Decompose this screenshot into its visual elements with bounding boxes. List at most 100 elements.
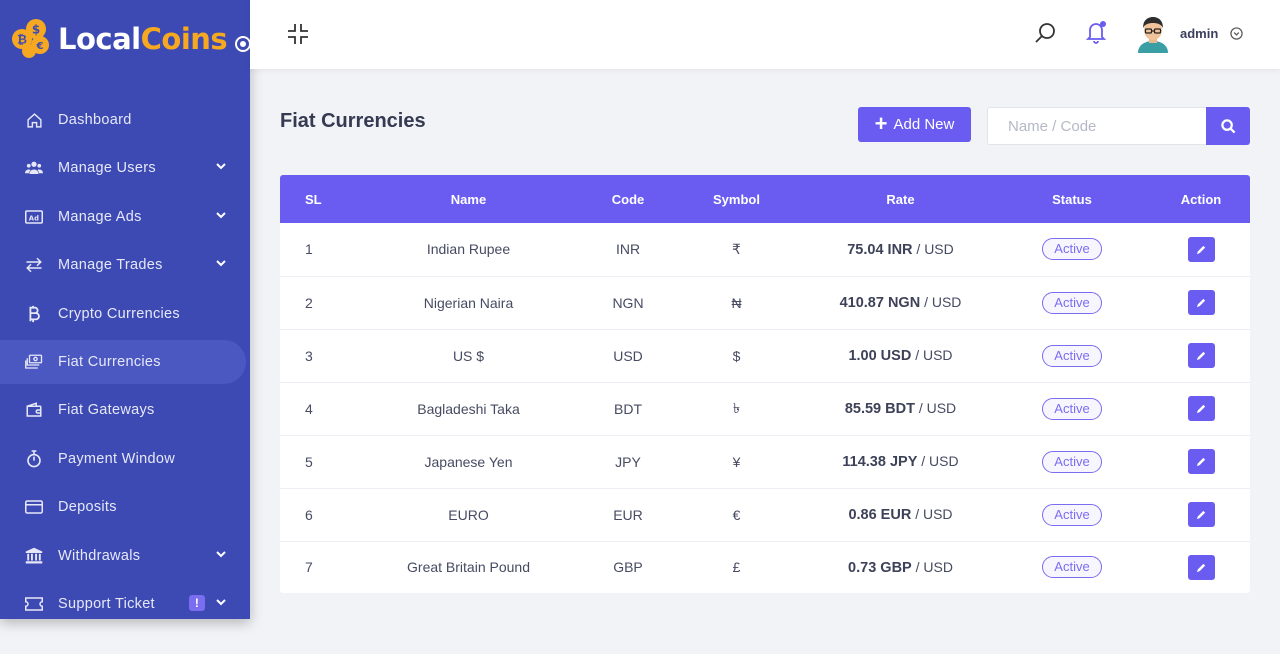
chevron-down-circle-icon[interactable]	[1230, 27, 1243, 40]
sidebar-item-label: Manage Ads	[58, 208, 142, 225]
ad-icon: Ad	[25, 208, 43, 226]
cell-symbol: £	[732, 559, 741, 576]
cell-symbol: €	[664, 488, 809, 542]
cell-status: Active	[992, 435, 1152, 489]
page-title: Fiat Currencies	[280, 110, 426, 132]
edit-button[interactable]	[1187, 554, 1215, 580]
status-badge: Active	[1042, 556, 1102, 579]
edit-button[interactable]	[1187, 343, 1215, 368]
cell-name: Indian Rupee	[345, 223, 592, 277]
cell-status: Active	[992, 382, 1152, 436]
sidebar-item-label: Crypto Currencies	[58, 305, 180, 322]
add-new-button[interactable]: + Add New	[858, 107, 971, 142]
cell-action	[1152, 382, 1250, 436]
cell-action	[1152, 435, 1250, 489]
pencil-icon	[1196, 563, 1205, 572]
cell-name: Great Britain Pound	[407, 559, 530, 576]
sidebar-item-label: Fiat Currencies	[58, 353, 161, 370]
cell-action	[1152, 329, 1250, 383]
coins-logo-icon: ₿ $ €	[12, 19, 49, 58]
search-button[interactable]	[1206, 107, 1250, 145]
sidebar-item-crypto-currencies[interactable]: Crypto Currencies	[0, 292, 250, 336]
sidebar-item-fiat-gateways[interactable]: Fiat Gateways	[0, 388, 250, 432]
table-row: 2 Nigerian Naira NGN ₦ 410.87 NGN / USD …	[280, 276, 1250, 330]
status-badge: Active	[1042, 291, 1102, 314]
cell-code: INR	[592, 223, 664, 277]
sidebar-item-withdrawals[interactable]: Withdrawals	[0, 534, 250, 578]
sidebar: ₿ $ € LocalCoins Dashboard Manage Users …	[0, 0, 250, 619]
cell-code: EUR	[592, 488, 664, 542]
rate-unit: / USD	[920, 294, 962, 310]
wallet-icon	[25, 401, 43, 419]
cell-action	[1152, 223, 1250, 277]
sidebar-item-fiat-currencies[interactable]: Fiat Currencies	[0, 339, 246, 384]
user-name[interactable]: admin	[1180, 26, 1219, 41]
bell-icon[interactable]	[1086, 20, 1108, 44]
rate-value: 0.86 EUR	[848, 507, 912, 523]
rate-value: 410.87 NGN	[839, 295, 921, 311]
cell-symbol: ₦	[664, 276, 809, 330]
svg-text:₿: ₿	[17, 33, 27, 47]
table-row: 3 US $ USD $ 1.00 USD / USD Active	[280, 329, 1250, 383]
sidebar-item-support-ticket[interactable]: Support Ticket !	[0, 582, 250, 619]
sidebar-item-label: Manage Users	[58, 160, 156, 177]
table-row: 5 Japanese Yen JPY ¥ 114.38 JPY / USD Ac…	[280, 435, 1250, 489]
column-header-code: Code	[611, 191, 645, 207]
rate-value: 0.73 GBP	[848, 559, 912, 576]
sidebar-item-manage-users[interactable]: Manage Users	[0, 146, 250, 190]
sidebar-item-payment-window[interactable]: Payment Window	[0, 437, 250, 481]
column-header-status: Status	[1052, 191, 1092, 207]
pencil-icon	[1196, 245, 1205, 254]
cell-rate: 114.38 JPY / USD	[809, 435, 992, 489]
edit-button[interactable]	[1187, 449, 1215, 474]
rate-value: 75.04 INR	[847, 241, 913, 258]
sidebar-item-manage-trades[interactable]: Manage Trades	[0, 243, 250, 287]
sidebar-item-label: Deposits	[58, 499, 117, 516]
rate-value: 85.59 BDT	[844, 401, 915, 417]
cell-sl: 6	[280, 488, 345, 542]
bank-icon	[25, 547, 43, 565]
currencies-table-card: SL Name Code Symbol Rate Status Action 1…	[280, 175, 1250, 593]
chevron-down-icon	[216, 550, 226, 557]
add-new-label: Add New	[893, 116, 955, 133]
cell-sl: 1	[280, 223, 345, 277]
cell-status: Active	[992, 223, 1152, 277]
radio-dot-icon[interactable]	[235, 36, 250, 52]
sidebar-item-manage-ads[interactable]: Ad Manage Ads	[0, 195, 250, 239]
cell-name: Nigerian Naira	[345, 276, 592, 330]
cell-sl: 4	[280, 382, 345, 436]
users-icon	[25, 159, 43, 177]
edit-button[interactable]	[1187, 502, 1215, 527]
edit-button[interactable]	[1187, 236, 1215, 262]
sidebar-item-label: Fiat Gateways	[58, 402, 155, 419]
edit-button[interactable]	[1187, 396, 1215, 421]
sidebar-item-label: Payment Window	[58, 450, 176, 467]
status-badge: Active	[1042, 344, 1102, 367]
cell-action	[1152, 276, 1250, 330]
ticket-icon	[25, 595, 43, 613]
cell-name: US $	[345, 329, 592, 383]
sidebar-item-deposits[interactable]: Deposits	[0, 485, 250, 529]
sidebar-item-label: Withdrawals	[58, 547, 141, 564]
collapse-icon[interactable]	[287, 23, 309, 45]
cell-symbol: ৳	[664, 382, 809, 436]
credit-card-icon	[25, 498, 43, 516]
search-input[interactable]	[987, 107, 1206, 145]
rate-value: 1.00 USD	[848, 348, 912, 364]
sidebar-menu: Dashboard Manage Users Ad Manage Ads Man…	[0, 98, 250, 619]
edit-button[interactable]	[1187, 290, 1215, 315]
search-icon[interactable]	[1034, 22, 1056, 44]
table-row: 4 Bagladeshi Taka BDT ৳ 85.59 BDT / USD …	[280, 382, 1250, 436]
cell-code: BDT	[592, 382, 664, 436]
sidebar-item-label: Support Ticket	[58, 595, 155, 612]
currencies-table: SL Name Code Symbol Rate Status Action 1…	[280, 175, 1250, 593]
cell-sl: 5	[280, 435, 345, 489]
svg-text:$: $	[32, 23, 40, 37]
rate-unit: / USD	[911, 558, 953, 575]
cell-code: NGN	[592, 276, 664, 330]
logo[interactable]: ₿ $ € LocalCoins	[10, 16, 250, 62]
sidebar-item-dashboard[interactable]: Dashboard	[0, 98, 250, 142]
cell-code: JPY	[592, 435, 664, 489]
pencil-icon	[1196, 457, 1205, 467]
avatar[interactable]	[1136, 15, 1170, 53]
